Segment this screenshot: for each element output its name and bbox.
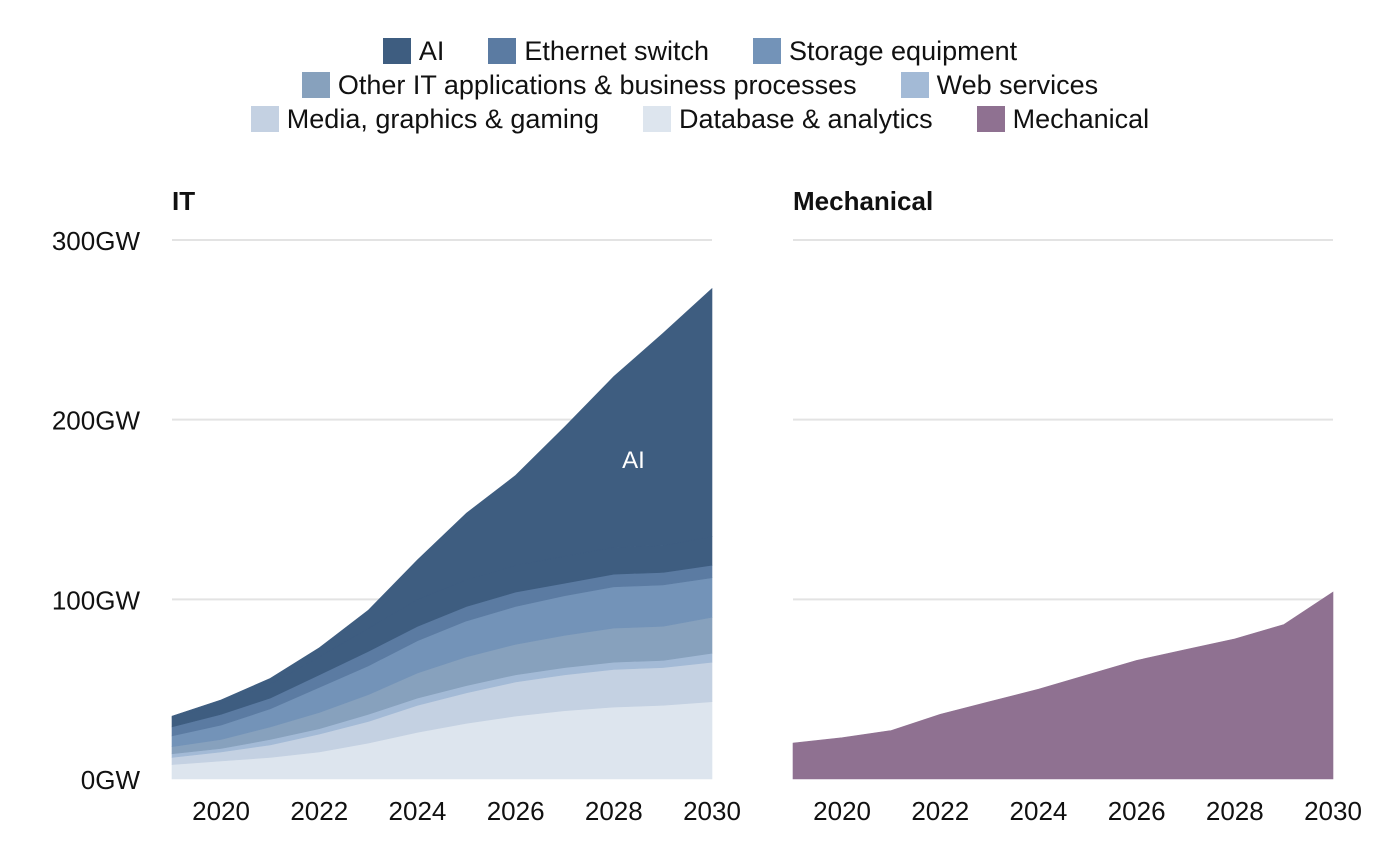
legend-item-media-graphics-gaming: Media, graphics & gaming [250, 103, 599, 135]
legend-row: AI Ethernet switch Storage equipment [0, 34, 1400, 68]
chart-title: Mechanical [793, 186, 933, 216]
legend-label: Web services [936, 69, 1099, 100]
legend-label: Ethernet switch [524, 35, 709, 66]
legend-label: Media, graphics & gaming [286, 103, 599, 134]
x-tick-label: 2020 [192, 796, 250, 826]
y-tick-label: 0GW [81, 765, 141, 795]
legend-label: Storage equipment [788, 35, 1018, 66]
legend-row: Other IT applications & business process… [0, 68, 1400, 102]
y-tick-label: 300GW [52, 226, 141, 256]
legend-swatch [752, 38, 781, 64]
x-tick-label: 2028 [585, 796, 643, 826]
x-tick-label: 2028 [1206, 796, 1264, 826]
x-tick-label: 2022 [290, 796, 348, 826]
legend-swatch [642, 106, 671, 132]
legend-item-storage-equipment: Storage equipment [752, 35, 1018, 67]
x-tick-label: 2026 [487, 796, 545, 826]
legend-item-database-analytics: Database & analytics [642, 103, 933, 135]
y-tick-label: 100GW [52, 585, 141, 615]
legend-swatch [900, 72, 929, 98]
x-tick-label: 2022 [911, 796, 969, 826]
legend-label: Other IT applications & business process… [337, 69, 857, 100]
legend-item-mechanical: Mechanical [976, 103, 1150, 135]
legend-item-other-it-applications-business-processes: Other IT applications & business process… [301, 69, 857, 101]
chart-panel-mechanical: Mechanical 2020 2022 2024 2026 2028 2030 [792, 186, 1362, 826]
legend-swatch [250, 106, 279, 132]
legend-item-ethernet-switch: Ethernet switch [488, 36, 709, 67]
legend-label: AI [418, 35, 445, 66]
legend-swatch [301, 72, 330, 98]
legend-label: Database & analytics [678, 103, 933, 134]
legend-item-ai: AI [382, 35, 445, 67]
area-ai [171, 287, 713, 719]
y-tick-label: 200GW [52, 406, 141, 436]
legend-swatch [488, 38, 517, 64]
legend-item-web-services: Web services [900, 69, 1099, 101]
x-tick-label: 2030 [683, 796, 741, 826]
x-tick-label: 2030 [1304, 796, 1362, 826]
x-tick-label: 2024 [389, 796, 447, 826]
x-tick-label: 2024 [1010, 796, 1068, 826]
legend-label: Mechanical [1012, 103, 1150, 134]
legend: AI Ethernet switch Storage equipment Other … [0, 34, 1400, 136]
area-mechanical [792, 591, 1334, 780]
chart-title: IT [172, 186, 195, 216]
legend-row: Media, graphics & gaming Database & analy… [0, 102, 1400, 136]
x-tick-label: 2026 [1108, 796, 1166, 826]
x-tick-label: 2020 [813, 796, 871, 826]
chart-panel-it: IT 0GW 100GW 200GW 300GW AI 2020 2022 2024 2026 20… [52, 186, 741, 826]
area-annotation: AI [622, 447, 645, 474]
legend-swatch [382, 38, 411, 64]
legend-swatch [976, 106, 1005, 132]
